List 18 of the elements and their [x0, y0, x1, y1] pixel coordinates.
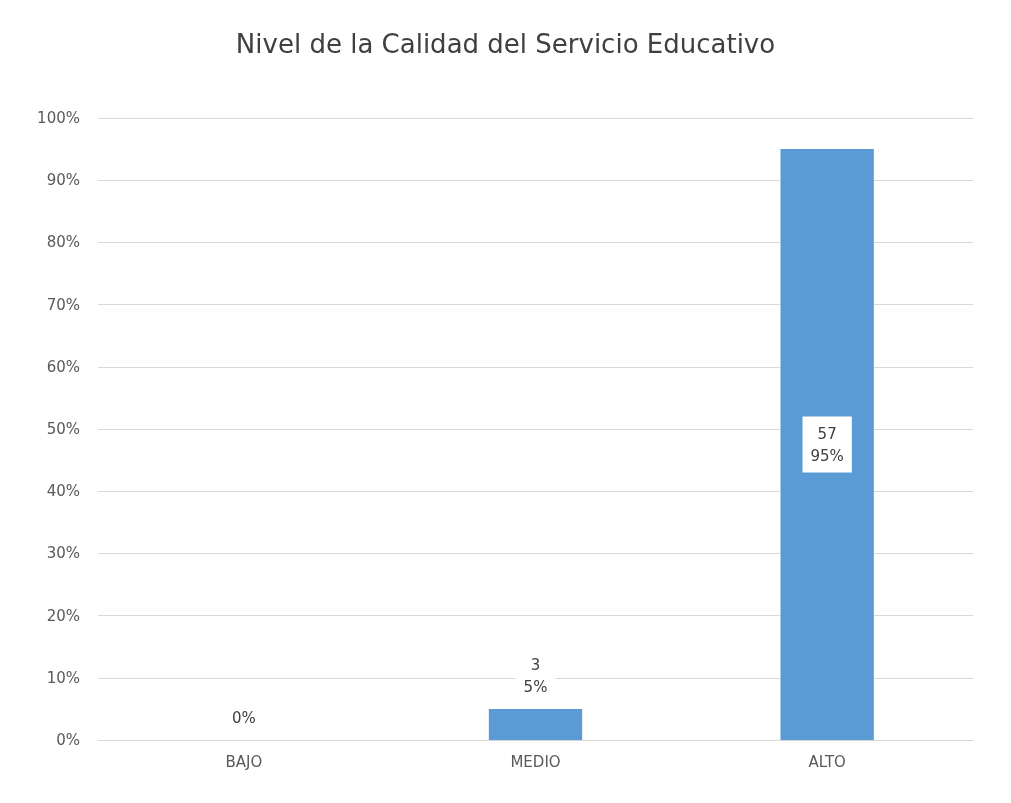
chart-title: Nivel de la Calidad del Servicio Educativo: [235, 29, 776, 59]
y-tick-label: 0%: [56, 731, 80, 749]
y-tick-label: 100%: [37, 109, 80, 127]
data-label: 57 95%: [810, 424, 844, 465]
y-tick-label: 50%: [46, 420, 80, 438]
x-tick-label: BAJO: [225, 752, 263, 771]
x-tick-label: MEDIO: [510, 752, 561, 771]
y-tick-label: 80%: [46, 233, 80, 252]
y-tick-label: 90%: [46, 171, 80, 190]
y-tick-label: 30%: [46, 544, 80, 563]
y-tick-label: 10%: [46, 668, 80, 687]
x-tick-label: ALTO: [808, 752, 846, 771]
y-tick-label: 60%: [46, 357, 80, 376]
y-tick-label: 20%: [46, 606, 80, 625]
data-label: 3 5%: [523, 655, 548, 696]
y-tick-label: 70%: [46, 295, 80, 314]
y-tick-label: 40%: [46, 482, 80, 501]
data-label: 0%: [231, 709, 256, 727]
